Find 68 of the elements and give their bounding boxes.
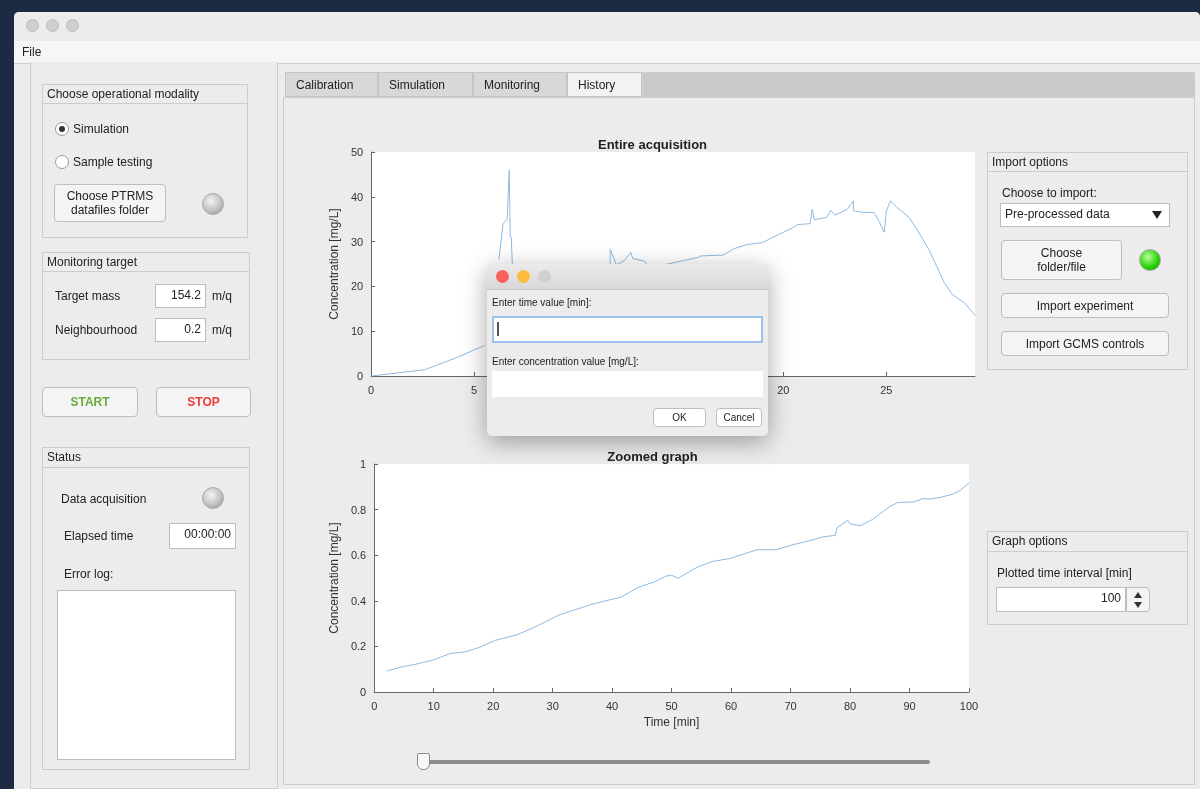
- text: Target mass: [55, 289, 121, 303]
- x-tick-label: 80: [843, 699, 857, 712]
- y-tick-label: 40: [350, 190, 364, 203]
- x-tick-label: 5: [471, 383, 478, 396]
- text: Data acquisition: [61, 492, 147, 506]
- x-tick-label: 0: [368, 383, 375, 396]
- text: m/q: [212, 323, 233, 337]
- text: Neighbourhood: [55, 323, 138, 337]
- y-tick-label: 10: [350, 325, 364, 338]
- x-tick-label: 60: [724, 699, 738, 712]
- text: Plotted time interval [min]: [997, 566, 1132, 580]
- x-tick-label: 25: [880, 383, 893, 396]
- x-tick-label: 40: [605, 699, 619, 712]
- text: OK: [653, 408, 706, 427]
- text: Choose operational modality: [42, 84, 248, 104]
- y-tick-label: 0: [357, 370, 364, 382]
- y-axis-title: Concentration [mg/L]: [327, 522, 341, 634]
- text: Simulation: [378, 72, 473, 97]
- text: 100: [996, 587, 1126, 612]
- x-tick-label: 30: [546, 699, 559, 712]
- text: Cancel: [716, 408, 762, 427]
- x-tick-label: 50: [665, 699, 678, 712]
- y-tick-label: 1: [360, 458, 367, 470]
- x-tick-label: 0: [371, 699, 378, 712]
- text: Import GCMS controls: [1001, 331, 1169, 356]
- text: Calibration: [285, 72, 378, 97]
- x-tick-label: 10: [427, 699, 440, 712]
- text: Status: [42, 447, 250, 468]
- text: Sample testing: [73, 155, 153, 169]
- text: Monitoring: [473, 72, 567, 97]
- y-tick-label: 0.4: [350, 594, 367, 607]
- y-tick-label: 0: [360, 686, 367, 698]
- x-axis-title: Time [min]: [643, 714, 700, 729]
- y-tick-label: 0.8: [350, 503, 367, 516]
- text: History: [567, 72, 642, 97]
- y-tick-label: 20: [350, 280, 364, 293]
- y-tick-label: 30: [350, 235, 364, 248]
- x-tick-label: 70: [784, 699, 797, 712]
- chart-title: Entire acquisition: [597, 137, 708, 152]
- text: Error log:: [64, 567, 114, 581]
- text: Monitoring target: [42, 252, 250, 272]
- y-tick-label: 0.2: [350, 640, 367, 653]
- y-axis-title: Concentration [mg/L]: [327, 208, 341, 320]
- text: m/q: [212, 289, 233, 303]
- x-tick-label: 100: [959, 699, 979, 712]
- y-tick-label: 50: [350, 146, 364, 158]
- text: Pre-processed data: [1000, 203, 1170, 227]
- x-tick-label: 90: [903, 699, 916, 712]
- text: Graph options: [987, 531, 1188, 552]
- text: Choose PTRMS datafiles folder: [54, 184, 166, 222]
- text: Import options: [987, 152, 1188, 172]
- text: Choose folder/file: [1001, 240, 1122, 280]
- text: File: [22, 45, 42, 59]
- text: 00:00:00: [169, 523, 236, 549]
- text: Import experiment: [1001, 293, 1169, 318]
- text: Elapsed time: [64, 529, 134, 543]
- text: 154.2: [155, 284, 206, 308]
- text: START: [42, 387, 138, 417]
- y-tick-label: 0.6: [350, 549, 367, 562]
- x-tick-label: 20: [487, 699, 500, 712]
- text: Simulation: [73, 122, 130, 136]
- annotation: Enter concentration value [mg/L]:: [492, 356, 639, 367]
- annotation: Enter time value [min]:: [492, 297, 592, 308]
- text: Choose to import:: [1002, 186, 1097, 200]
- x-tick-label: 20: [777, 383, 790, 396]
- text: STOP: [156, 387, 251, 417]
- chart-title: Zoomed graph: [607, 449, 698, 464]
- text: 0.2: [155, 318, 206, 342]
